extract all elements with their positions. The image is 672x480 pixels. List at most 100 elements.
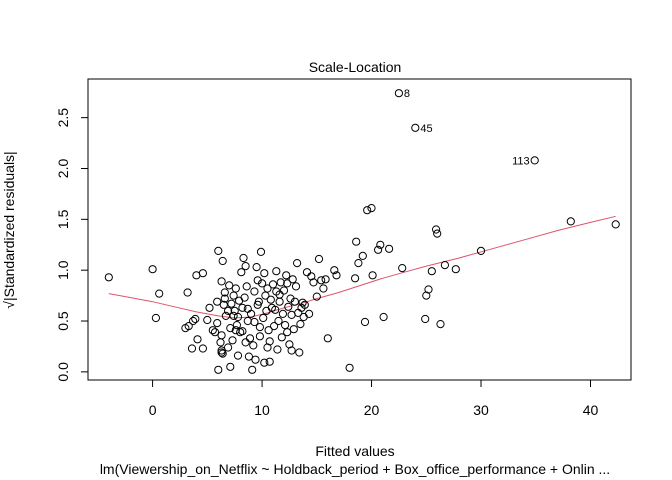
- data-point: [148, 265, 157, 274]
- data-point: [276, 278, 285, 287]
- data-point: [216, 338, 225, 347]
- data-point: [287, 346, 296, 355]
- data-point: [300, 300, 309, 309]
- x-tick-label: 0: [149, 402, 157, 418]
- y-tick-label: 1.0: [55, 260, 71, 280]
- data-point: [218, 256, 227, 266]
- data-point: [319, 284, 328, 293]
- data-point: [272, 267, 281, 276]
- data-point: [245, 334, 255, 343]
- data-point: [283, 328, 292, 337]
- data-point: [242, 282, 251, 291]
- data-point: [191, 314, 200, 324]
- data-point: [265, 357, 274, 366]
- data-point: [250, 287, 259, 296]
- data-point: [275, 290, 284, 299]
- data-point: [317, 276, 326, 285]
- point-labels-group: 8 45 113: [404, 88, 530, 167]
- data-point: [226, 324, 235, 333]
- data-point: [256, 247, 266, 256]
- data-point: [238, 303, 247, 312]
- data-point: [210, 328, 220, 337]
- data-point: [281, 321, 290, 330]
- data-point: [260, 269, 269, 278]
- data-point: [282, 271, 291, 280]
- data-point: [275, 297, 284, 306]
- data-point: [226, 362, 235, 371]
- data-point: [187, 344, 197, 353]
- data-point: [248, 365, 257, 374]
- data-point: [228, 336, 237, 345]
- data-point: [566, 217, 575, 226]
- data-point: [217, 331, 226, 340]
- data-point: [271, 305, 280, 314]
- data-point: [367, 204, 376, 213]
- data-point: [302, 268, 312, 277]
- y-tick-label: 1.5: [55, 209, 71, 229]
- point-label: 8: [404, 88, 410, 100]
- data-point: [224, 306, 233, 315]
- data-point: [260, 358, 269, 367]
- data-point: [354, 259, 363, 268]
- data-point: [255, 332, 264, 341]
- point-label: 45: [420, 123, 432, 135]
- data-point: [291, 282, 301, 291]
- data-point: [289, 325, 298, 334]
- data-point: [259, 313, 268, 323]
- smooth-line-group: [108, 215, 616, 319]
- data-point: [252, 263, 261, 272]
- y-tick-label: 0.5: [55, 311, 71, 331]
- data-point: [217, 277, 226, 286]
- chart-title: Scale-Location: [309, 59, 402, 75]
- data-point: [424, 285, 433, 294]
- data-point: [268, 280, 278, 289]
- data-point: [241, 338, 250, 347]
- data-point: [213, 297, 222, 306]
- data-point: [237, 268, 246, 277]
- model-formula-subtitle: lm(Viewership_on_Netflix ~ Holdback_peri…: [100, 461, 610, 477]
- data-point: [295, 348, 304, 357]
- data-point: [189, 316, 198, 326]
- data-point: [436, 320, 445, 329]
- data-point: [155, 289, 164, 298]
- data-point: [198, 344, 207, 353]
- data-point: [432, 225, 441, 234]
- data-point: [217, 348, 226, 357]
- data-point: [258, 279, 267, 288]
- point-label: 113: [512, 155, 530, 167]
- data-point: [352, 237, 361, 246]
- data-point: [183, 288, 192, 297]
- points-group: [104, 89, 620, 374]
- data-point: [230, 306, 239, 315]
- y-axis-label: √|Standardized residuals|: [1, 151, 17, 308]
- data-point: [208, 326, 217, 335]
- data-point: [433, 229, 442, 238]
- data-point: [214, 365, 223, 374]
- data-point: [385, 244, 394, 253]
- data-point: [251, 355, 260, 364]
- data-point: [232, 321, 241, 330]
- data-point: [363, 206, 372, 215]
- data-point: [233, 312, 243, 322]
- data-point: [273, 345, 282, 354]
- data-point: [351, 274, 360, 283]
- data-point: [229, 311, 238, 320]
- data-point: [288, 275, 297, 284]
- data-point: [225, 281, 234, 290]
- data-point: [221, 311, 230, 320]
- data-point: [264, 326, 273, 335]
- data-point: [238, 327, 247, 336]
- data-point: [193, 335, 202, 344]
- data-point: [277, 333, 286, 342]
- data-point: [266, 295, 275, 304]
- data-point: [476, 246, 486, 255]
- data-point: [312, 292, 321, 301]
- plot-frame: [87, 78, 632, 381]
- data-point: [314, 254, 324, 264]
- data-point: [151, 313, 160, 323]
- data-point: [249, 341, 258, 350]
- y-axis: 0.0 0.5 1.0 1.5 2.0 2.5: [55, 108, 89, 382]
- data-point: [296, 320, 305, 329]
- data-point: [611, 220, 620, 229]
- data-point: [104, 273, 113, 282]
